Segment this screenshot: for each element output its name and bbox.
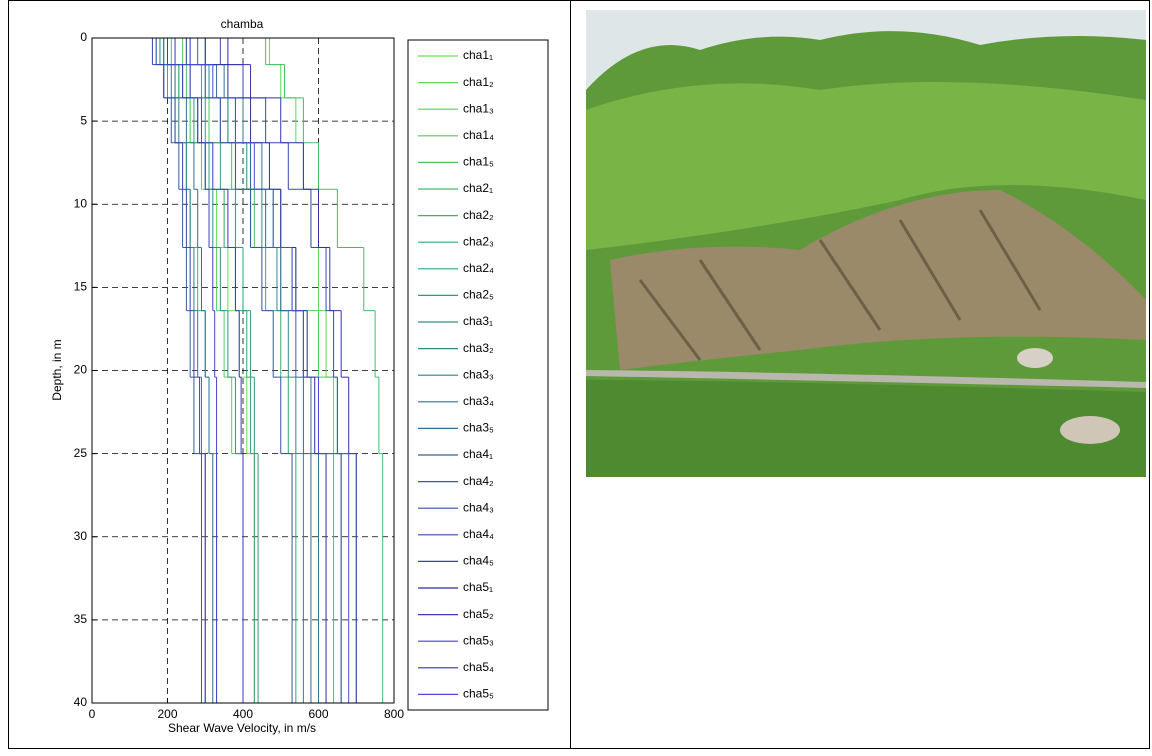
photo — [586, 10, 1146, 477]
legend-label: cha4₄ — [463, 527, 494, 541]
y-tick-label: 30 — [74, 529, 88, 543]
x-tick-label: 600 — [308, 707, 328, 721]
legend-label: cha1₅ — [463, 155, 494, 169]
legend-label: cha3₃ — [463, 367, 494, 381]
y-tick-label: 0 — [80, 30, 87, 44]
legend-label: cha3₂ — [463, 341, 494, 355]
photo-road — [586, 370, 1146, 388]
chart-title: chamba — [221, 17, 264, 31]
x-tick-label: 800 — [384, 707, 404, 721]
y-tick-label: 5 — [80, 113, 87, 127]
x-axis-label: Shear Wave Velocity, in m/s — [168, 721, 316, 735]
legend-label: cha3₄ — [463, 394, 494, 408]
legend-label: cha1₂ — [463, 75, 494, 89]
series — [227, 38, 357, 703]
chart: chamba Shear Wave Velocity, in m/s Depth… — [50, 17, 549, 735]
legend-label: cha4₂ — [463, 474, 494, 488]
legend-label: cha5₃ — [463, 633, 494, 647]
legend-label: cha4₃ — [463, 500, 494, 514]
photo-foliage — [586, 82, 1146, 250]
series — [265, 38, 384, 703]
series — [151, 38, 206, 703]
x-tick-label: 200 — [157, 707, 177, 721]
photo-bushes — [586, 380, 1146, 477]
x-tick-label: 0 — [89, 707, 96, 721]
photo-strata — [638, 209, 1042, 361]
legend-label: cha3₁ — [463, 314, 493, 328]
legend-label: cha2₁ — [463, 181, 493, 195]
x-tick-label: 400 — [233, 707, 253, 721]
legend-label: cha1₄ — [463, 128, 494, 142]
legend-label: cha1₁ — [463, 48, 493, 62]
y-tick-label: 40 — [74, 695, 88, 709]
y-tick-label: 35 — [74, 612, 88, 626]
photo-boulder — [1060, 416, 1120, 444]
legend-label: cha2₅ — [463, 288, 494, 302]
legend-label: cha2₃ — [463, 234, 494, 248]
legend-label: cha4₁ — [463, 447, 493, 461]
legend-label: cha4₅ — [463, 554, 494, 568]
y-tick-label: 15 — [74, 280, 88, 294]
legend-label: cha3₅ — [463, 421, 494, 435]
legend-label: cha2₄ — [463, 261, 494, 275]
series — [189, 38, 350, 703]
legend-label: cha5₂ — [463, 607, 494, 621]
y-tick-label: 25 — [74, 446, 88, 460]
y-tick-label: 20 — [74, 363, 88, 377]
plot-frame — [91, 37, 395, 704]
series — [174, 38, 218, 703]
legend-label: cha5₁ — [463, 580, 493, 594]
y-axis-label: Depth, in m — [50, 339, 64, 400]
photo-boulder — [1017, 348, 1053, 368]
series — [174, 38, 259, 703]
legend-label: cha5₄ — [463, 660, 494, 674]
y-tick-label: 10 — [74, 196, 88, 210]
legend-label: cha1₃ — [463, 101, 494, 115]
legend-label: cha2₂ — [463, 208, 494, 222]
table-border — [8, 0, 1150, 749]
legend-label: cha5₅ — [463, 687, 494, 701]
